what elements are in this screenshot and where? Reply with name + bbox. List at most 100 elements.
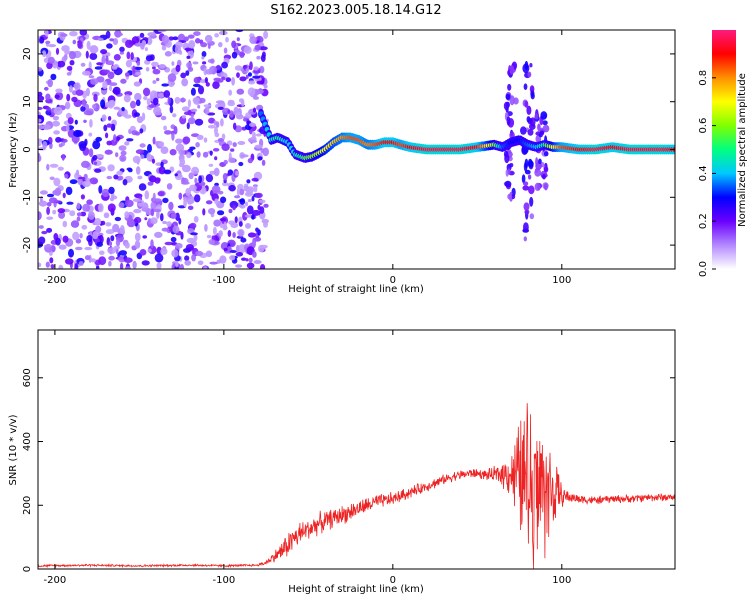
heatmap-noise-blob bbox=[89, 177, 99, 185]
heatmap-noise-blob bbox=[220, 118, 224, 127]
heatmap-noise-blob bbox=[45, 93, 51, 101]
heatmap-noise-blob bbox=[72, 90, 78, 96]
spectrogram-y-tick-label: 0 bbox=[22, 146, 33, 152]
heatmap-noise-blob bbox=[246, 205, 254, 215]
heatmap-noise-blob bbox=[71, 96, 78, 102]
heatmap-noise-blob bbox=[205, 82, 210, 87]
heatmap-noise-blob bbox=[118, 250, 127, 256]
heatmap-noise-blob bbox=[227, 101, 235, 107]
heatmap-noise-blob bbox=[162, 197, 169, 204]
heatmap-noise-blob bbox=[207, 124, 216, 129]
heatmap-noise-blob bbox=[231, 51, 238, 59]
heatmap-noise-blob bbox=[181, 78, 189, 87]
heatmap-noise-blob bbox=[132, 155, 141, 164]
heatmap-noise-blob bbox=[251, 177, 259, 182]
heatmap-noise-blob bbox=[203, 266, 208, 269]
heatmap-noise-blob bbox=[228, 220, 235, 225]
colorbar-bar bbox=[712, 30, 736, 269]
heatmap-noise-blob bbox=[133, 81, 141, 87]
heatmap-noise-blob bbox=[143, 96, 148, 101]
heatmap-noise-blob bbox=[161, 35, 170, 44]
heatmap-noise-blob bbox=[236, 37, 240, 42]
heatmap-noise-blob bbox=[109, 197, 115, 202]
heatmap-noise-blob bbox=[135, 99, 141, 107]
heatmap-noise-blob bbox=[113, 134, 117, 143]
heatmap-noise-blob bbox=[108, 82, 118, 86]
heatmap-noise-blob bbox=[235, 244, 240, 253]
heatmap-noise-blob bbox=[189, 146, 196, 150]
heatmap-noise-blob bbox=[178, 217, 182, 225]
heatmap-noise-blob bbox=[144, 217, 148, 221]
heatmap-noise-blob bbox=[181, 106, 190, 112]
heatmap-noise-blob bbox=[245, 74, 249, 79]
heatmap-noise-blob bbox=[73, 129, 82, 138]
heatmap-noise-blob bbox=[138, 183, 147, 191]
heatmap-noise-blob bbox=[38, 91, 43, 97]
heatmap-noise-blob bbox=[47, 44, 57, 48]
heatmap-noise-blob bbox=[156, 77, 160, 82]
spectrogram-y-tick-label: 10 bbox=[22, 95, 33, 108]
heatmap-noise-blob bbox=[83, 119, 87, 124]
heatmap-noise-blob bbox=[114, 216, 122, 222]
heatmap-spread-blob bbox=[505, 93, 511, 100]
heatmap-noise-blob bbox=[52, 115, 60, 121]
heatmap-noise-blob bbox=[108, 241, 113, 247]
heatmap-noise-blob bbox=[78, 261, 84, 266]
heatmap-noise-blob bbox=[139, 128, 144, 134]
heatmap-spread-blob bbox=[507, 83, 512, 91]
heatmap-noise-blob bbox=[255, 133, 262, 137]
heatmap-noise-blob bbox=[58, 244, 67, 250]
heatmap-noise-blob bbox=[187, 34, 195, 39]
heatmap-noise-blob bbox=[239, 204, 246, 209]
heatmap-noise-blob bbox=[134, 42, 142, 47]
heatmap-noise-blob bbox=[124, 199, 134, 208]
snr-y-ticks: 0 200 400 600 bbox=[22, 368, 675, 572]
heatmap-noise-blob bbox=[152, 136, 156, 145]
heatmap-noise-blob bbox=[121, 107, 125, 112]
heatmap-noise-blob bbox=[146, 98, 151, 106]
heatmap-spread-blob bbox=[507, 168, 511, 175]
heatmap-noise-blob bbox=[209, 58, 215, 64]
heatmap-noise-blob bbox=[61, 45, 70, 52]
heatmap-noise-blob bbox=[252, 107, 257, 113]
spectrogram-y-tick-label: -20 bbox=[22, 237, 33, 253]
heatmap-noise-blob bbox=[38, 138, 43, 143]
heatmap-spread-blob bbox=[504, 180, 512, 188]
heatmap-noise-blob bbox=[131, 36, 140, 45]
heatmap-spread-blob bbox=[523, 181, 529, 186]
heatmap-noise-blob bbox=[157, 191, 165, 197]
heatmap-noise-blob bbox=[86, 235, 93, 243]
heatmap-noise-blob bbox=[104, 101, 111, 108]
colorbar-tick-label: 0.2 bbox=[698, 213, 709, 229]
heatmap-noise-blob bbox=[49, 257, 54, 264]
heatmap-noise-blob bbox=[160, 247, 168, 255]
heatmap-noise-blob bbox=[190, 87, 196, 96]
heatmap-noise-blob bbox=[80, 194, 85, 200]
heatmap-noise-blob bbox=[126, 51, 131, 60]
heatmap-noise-blob bbox=[239, 188, 245, 196]
heatmap-noise-blob bbox=[228, 157, 236, 163]
heatmap-noise-blob bbox=[185, 70, 190, 76]
heatmap-noise-blob bbox=[79, 30, 88, 36]
spectrogram-x-tick-label: -200 bbox=[44, 275, 67, 286]
heatmap-noise-blob bbox=[113, 54, 121, 61]
heatmap-noise-blob bbox=[238, 98, 244, 103]
heatmap-noise-blob bbox=[112, 89, 120, 94]
heatmap-noise-blob bbox=[262, 147, 270, 157]
heatmap-noise-blob bbox=[110, 235, 115, 242]
snr-x-tick-label: -100 bbox=[213, 575, 236, 586]
heatmap-spread-blob bbox=[523, 222, 529, 233]
heatmap-noise-blob bbox=[251, 195, 255, 202]
heatmap-noise-blob bbox=[104, 149, 113, 155]
heatmap-noise-blob bbox=[38, 225, 44, 229]
heatmap-noise-blob bbox=[186, 152, 192, 159]
heatmap-noise-blob bbox=[208, 239, 216, 245]
heatmap-noise-blob bbox=[100, 220, 106, 226]
heatmap-spread-blob bbox=[538, 158, 542, 165]
heatmap-noise-blob bbox=[134, 240, 141, 249]
heatmap-noise-blob bbox=[75, 169, 80, 177]
snr-x-tick-label: -200 bbox=[44, 575, 67, 586]
heatmap-noise-blob bbox=[136, 116, 144, 124]
heatmap-noise-blob bbox=[235, 30, 244, 33]
